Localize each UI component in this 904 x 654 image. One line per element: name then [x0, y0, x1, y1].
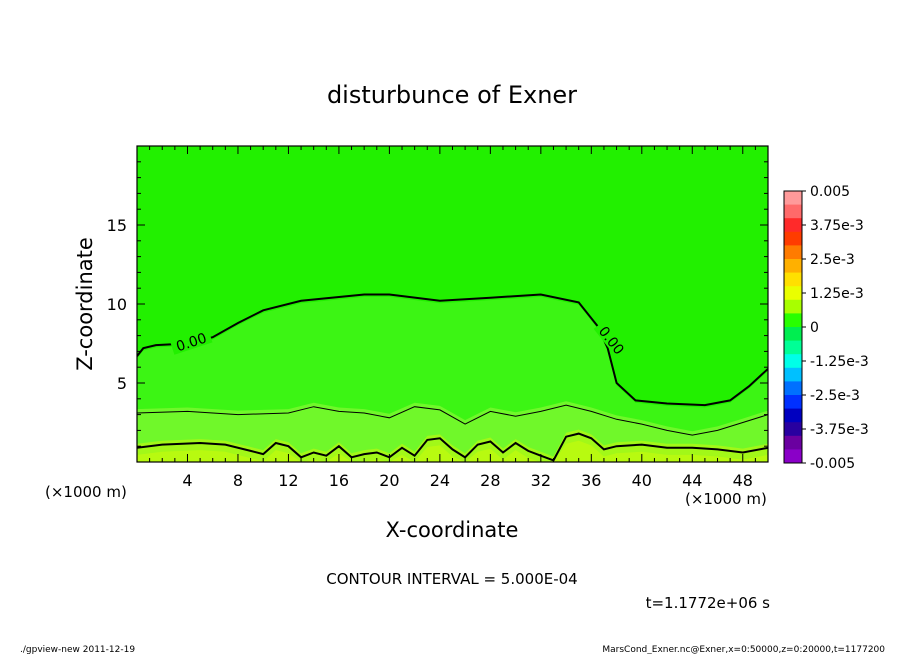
x-tick-label: 28 [480, 471, 500, 490]
colorbar-swatch [784, 286, 802, 301]
x-tick-label: 40 [632, 471, 652, 490]
y-tick-label: 10 [107, 295, 127, 314]
x-tick-label: 8 [233, 471, 243, 490]
colorbar-label: -1.25e-3 [810, 354, 869, 370]
colorbar-frame [783, 190, 803, 464]
colorbar-swatch [784, 422, 802, 437]
colorbar-swatch [784, 218, 802, 233]
y-axis-label: Z-coordinate [73, 237, 97, 371]
x-unit-left: (×1000 m) [45, 483, 127, 501]
colorbar-swatch [784, 408, 802, 423]
colorbar-swatch [784, 449, 802, 464]
field-band-lowest [137, 440, 768, 462]
x-tick-label: 20 [379, 471, 399, 490]
x-tick-label: 36 [581, 471, 601, 490]
footer-right: MarsCond_Exner.nc@Exner,x=0:50000,z=0:20… [602, 645, 885, 654]
y-tick-label: 15 [107, 216, 127, 235]
low-contour-line [137, 432, 768, 462]
colorbar-swatch [784, 354, 802, 369]
footer-left: ./gpview-new 2011-12-19 [20, 645, 135, 654]
x-tick-label: 12 [278, 471, 298, 490]
colorbar-swatch [784, 299, 802, 314]
colorbar-swatch [784, 245, 802, 260]
colorbar-swatch [784, 191, 802, 205]
x-tick-label: 16 [329, 471, 349, 490]
colorbar-label: 0.005 [810, 184, 850, 200]
contour-interval-text: CONTOUR INTERVAL = 5.000E-04 [326, 570, 577, 588]
colorbar-label: -2.5e-3 [810, 388, 860, 404]
colorbar-swatch [784, 340, 802, 355]
colorbar-swatch [784, 381, 802, 396]
mid-contour-line [137, 404, 768, 436]
colorbar-label: -3.75e-3 [810, 422, 869, 438]
y-tick-label: 5 [117, 374, 127, 393]
colorbar-swatch [784, 435, 802, 450]
field-band-yellow [137, 429, 768, 462]
colorbar-swatch [784, 367, 802, 382]
colorbar-swatch [784, 327, 802, 341]
plot-area: 0.00 0.00 [137, 146, 768, 462]
colorbar-swatch [784, 395, 802, 409]
x-axis-label: X-coordinate [386, 518, 519, 542]
colorbar-label: 2.5e-3 [810, 252, 855, 268]
x-tick-label: 32 [531, 471, 551, 490]
colorbar-swatch [784, 259, 802, 273]
x-unit-right: (×1000 m) [685, 490, 767, 508]
contour-label-bg [593, 319, 631, 361]
x-tick-label: 44 [682, 471, 702, 490]
contour-label-bg [169, 327, 213, 355]
colorbar-label: 3.75e-3 [810, 218, 864, 234]
colorbar-label: -0.005 [810, 456, 855, 472]
colorbar: 0.005 3.75e-3 2.5e-3 1.25e-3 0 -1.25e-3 -2.5e-… [784, 184, 869, 472]
x-tick-label: 4 [182, 471, 192, 490]
colorbar-label: 0 [810, 320, 819, 336]
x-tick-label: 24 [430, 471, 450, 490]
colorbar-swatch [784, 313, 802, 328]
time-text: t=1.1772e+06 s [646, 594, 771, 612]
colorbar-label: 1.25e-3 [810, 286, 864, 302]
colorbar-swatch [784, 204, 802, 219]
colorbar-swatch [784, 231, 802, 246]
colorbar-swatch [784, 272, 802, 287]
x-tick-label: 48 [733, 471, 753, 490]
chart-title: disturbunce of Exner [327, 81, 577, 109]
